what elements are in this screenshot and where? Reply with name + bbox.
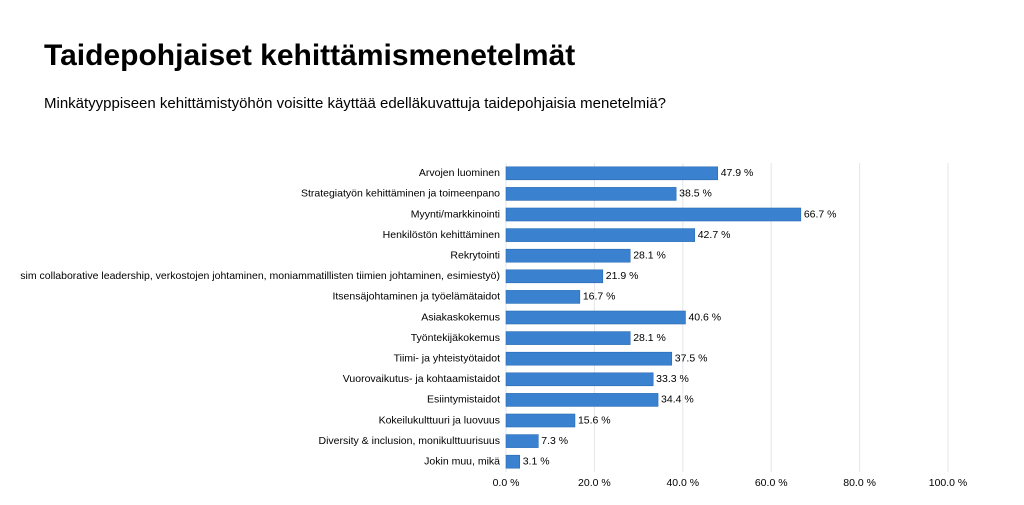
- bar: [505, 331, 631, 345]
- bar: [505, 434, 539, 448]
- bar: [505, 207, 802, 222]
- bar: [505, 187, 677, 201]
- value-label: 33.3 %: [656, 373, 689, 385]
- bar: [505, 166, 719, 181]
- bar: [505, 393, 659, 407]
- value-label: 3.1 %: [523, 455, 550, 467]
- y-tick-label: Strategiatyön kehittäminen ja toimeenpan…: [301, 188, 500, 200]
- chart-subtitle: Minkätyyppiseen kehittämistyöhön voisitt…: [44, 95, 666, 112]
- value-label: 37.5 %: [675, 352, 708, 364]
- bar: [505, 351, 673, 366]
- x-tick-label: 20.0 %: [578, 477, 611, 489]
- y-tick-label: Arvojen luominen: [419, 167, 500, 179]
- x-tick-label: 60.0 %: [755, 477, 788, 489]
- value-label: 42.7 %: [698, 229, 731, 241]
- bar: [505, 290, 581, 304]
- bar: [505, 310, 686, 325]
- y-tick-label: Myynti/markkinointi: [411, 208, 500, 220]
- value-label: 38.5 %: [679, 188, 712, 200]
- value-label: 28.1 %: [633, 249, 666, 261]
- value-label: 34.4 %: [661, 394, 694, 406]
- y-tick-label: Henkilöstön kehittäminen: [383, 229, 500, 241]
- y-tick-label: Vuorovaikutus- ja kohtaamistaidot: [343, 373, 500, 385]
- x-tick-label: 80.0 %: [843, 477, 876, 489]
- bar: [505, 454, 521, 469]
- y-tick-label: Tiimi- ja yhteistyötaidot: [394, 352, 500, 364]
- value-label: 21.9 %: [606, 270, 639, 282]
- bar: [505, 228, 696, 242]
- x-tick-label: 40.0 %: [666, 477, 699, 489]
- bar: [505, 269, 604, 284]
- y-tick-label: Kokeilukulttuuri ja luovuus: [379, 414, 500, 426]
- value-label: 28.1 %: [633, 332, 666, 344]
- y-tick-label: Asiakaskokemus: [421, 311, 500, 323]
- value-label: 40.6 %: [688, 311, 721, 323]
- value-label: 7.3 %: [541, 435, 568, 447]
- bar: [505, 372, 654, 387]
- y-tick-label: Työntekijäkokemus: [411, 332, 500, 344]
- y-tick-label: sim collaborative leadership, verkostoje…: [20, 270, 500, 282]
- y-tick-label: Esiintymistaidot: [427, 394, 500, 406]
- y-tick-label: Itsensäjohtaminen ja työelämätaidot: [332, 291, 500, 303]
- y-tick-label: Diversity & inclusion, monikulttuurisuus: [319, 435, 500, 447]
- y-tick-label: Jokin muu, mikä: [424, 455, 500, 467]
- value-label: 66.7 %: [804, 208, 837, 220]
- value-label: 15.6 %: [578, 414, 611, 426]
- x-tick-label: 0.0 %: [493, 477, 520, 489]
- y-tick-label: Rekrytointi: [450, 249, 500, 261]
- value-label: 47.9 %: [721, 167, 754, 179]
- x-tick-label: 100.0 %: [929, 477, 968, 489]
- chart-title: Taidepohjaiset kehittämismenetelmät: [44, 39, 575, 72]
- value-label: 16.7 %: [583, 291, 616, 303]
- bar: [505, 248, 631, 263]
- bar: [505, 413, 576, 428]
